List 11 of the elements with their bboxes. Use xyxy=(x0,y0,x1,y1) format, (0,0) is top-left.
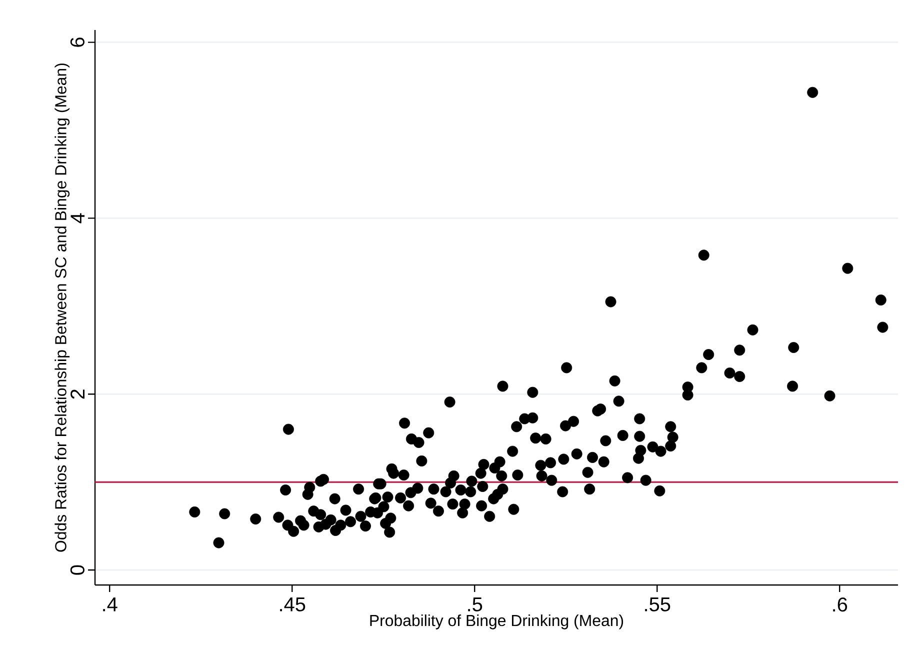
x-axis-title: Probability of Binge Drinking (Mean) xyxy=(370,614,624,630)
y-tick-label: 0 xyxy=(70,565,84,575)
x-tick-label: .55 xyxy=(645,598,670,612)
x-tick-label: .45 xyxy=(280,598,306,612)
y-tick-label: 2 xyxy=(70,390,84,399)
x-tick-label: .6 xyxy=(833,598,848,612)
y-tick-label: 4 xyxy=(70,213,84,224)
x-tick-label: .4 xyxy=(103,598,118,612)
x-tick-label: .5 xyxy=(468,598,482,612)
y-tick-label: 6 xyxy=(70,38,84,47)
y-axis-title: Odds Ratios for Relationship Between SC and Binge Drinking (Mean) xyxy=(54,64,70,552)
